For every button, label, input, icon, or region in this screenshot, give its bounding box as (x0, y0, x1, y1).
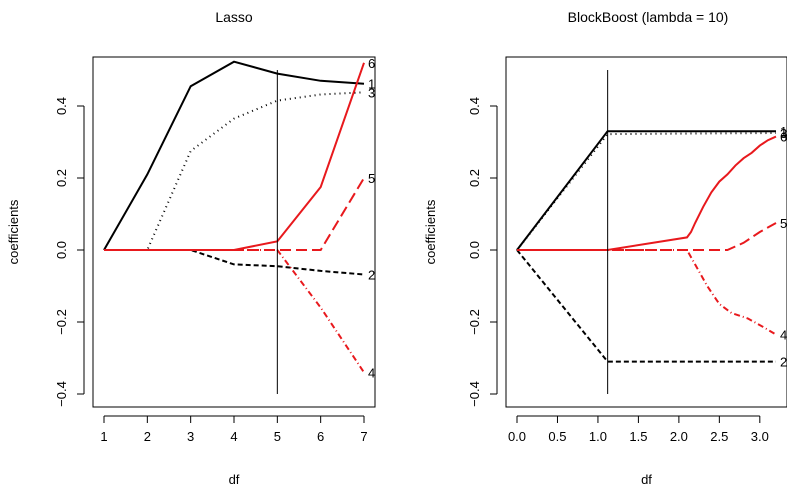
x-tick-label: 7 (360, 429, 367, 444)
series-end-label: 5 (780, 216, 787, 231)
y-tick-label: 0.4 (54, 97, 69, 115)
series-line-6 (517, 135, 777, 251)
series-end-label: 3 (780, 126, 787, 141)
x-tick-label: 2.0 (670, 429, 688, 444)
series-end-label: 2 (780, 355, 787, 370)
x-tick-label: 6 (317, 429, 324, 444)
series-end-label: 1 (780, 124, 787, 139)
plot-frame (92, 56, 376, 408)
y-tick-label: −0.4 (467, 381, 482, 407)
y-tick-label: 0.0 (54, 241, 69, 259)
y-tick-label: 0.4 (467, 97, 482, 115)
x-tick-label: 1 (100, 429, 107, 444)
y-axis-label: coefficients (423, 199, 438, 264)
series-end-label: 3 (368, 85, 375, 100)
y-tick-label: 0.2 (467, 169, 482, 187)
series-end-label: 5 (368, 171, 375, 186)
series-line-2 (104, 249, 365, 276)
series-end-label: 6 (780, 130, 787, 145)
series-end-label: 4 (368, 365, 375, 380)
x-tick-label: 5 (274, 429, 281, 444)
series-line-6 (104, 62, 365, 251)
chart-panel-2: BlockBoost (lambda = 10) df coefficients 0.… (423, 9, 787, 487)
y-tick-label: −0.2 (467, 309, 482, 335)
series-line-3 (104, 91, 365, 251)
chart-panel-1: Lasso df coefficients 1 2 3 4 5 6 7 −0.4 −0.2 0.0 0.2… (6, 9, 376, 487)
series-line-4 (517, 249, 777, 336)
x-tick-label: 3.0 (751, 429, 769, 444)
x-axis-label: df (641, 472, 652, 487)
series-line-3 (516, 132, 777, 251)
x-tick-label: 0.5 (548, 429, 566, 444)
x-tick-label: 3 (187, 429, 194, 444)
x-tick-label: 2 (144, 429, 151, 444)
series-line-1 (516, 130, 776, 251)
series-end-label: 6 (368, 56, 375, 71)
chart-title: BlockBoost (lambda = 10) (568, 9, 729, 25)
x-tick-label: 1.5 (629, 429, 647, 444)
y-tick-label: −0.4 (54, 381, 69, 407)
y-tick-label: 0.0 (467, 241, 482, 259)
x-tick-label: 1.0 (589, 429, 607, 444)
x-axis-label: df (229, 472, 240, 487)
y-axis-label: coefficients (6, 199, 21, 264)
y-tick-label: −0.2 (54, 309, 69, 335)
series-end-label: 2 (368, 267, 375, 282)
plot-frame (505, 56, 787, 408)
series-line-1 (103, 60, 365, 251)
x-tick-label: 4 (230, 429, 237, 444)
y-tick-label: 0.2 (54, 169, 69, 187)
x-tick-label: 0.0 (508, 429, 526, 444)
chart-title: Lasso (215, 9, 253, 25)
series-line-4 (104, 249, 365, 373)
series-line-2 (516, 249, 776, 363)
x-tick-label: 2.5 (710, 429, 728, 444)
series-end-label: 1 (368, 77, 375, 92)
series-line-5 (104, 177, 365, 251)
series-end-label: 4 (780, 328, 787, 343)
series-line-5 (517, 222, 777, 251)
